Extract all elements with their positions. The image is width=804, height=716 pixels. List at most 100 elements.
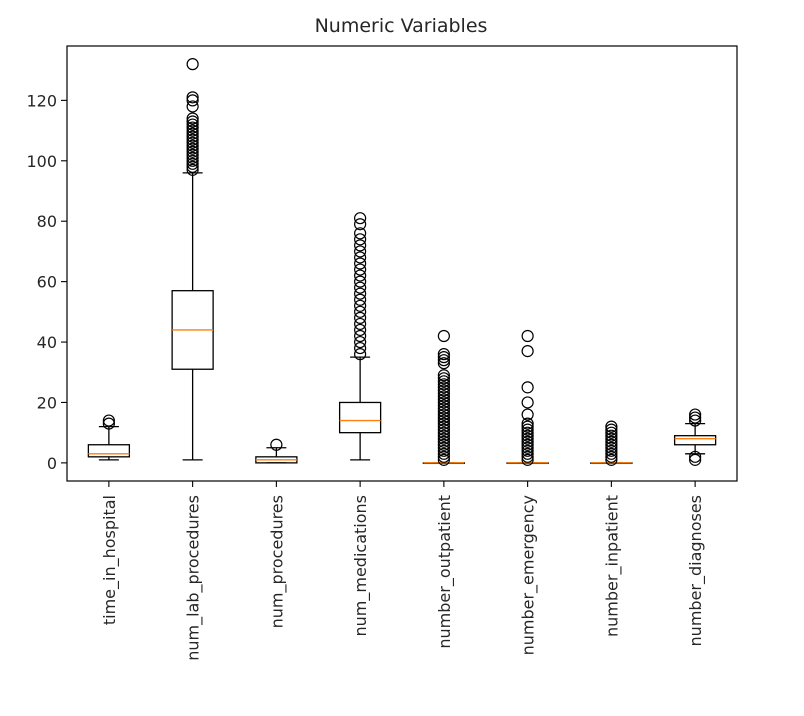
box-group-num-procedures xyxy=(255,438,298,464)
y-tick-label: 40 xyxy=(37,333,57,352)
axes: 0 20 40 60 80 100 120 time_in_hospital num_lab_p… xyxy=(26,45,738,661)
box xyxy=(338,401,382,434)
outlier-point xyxy=(354,299,367,312)
outlier-point xyxy=(437,348,450,361)
outlier-point xyxy=(186,124,199,137)
outlier-point xyxy=(605,447,618,460)
outlier-point xyxy=(689,453,702,466)
outlier-point xyxy=(521,426,534,439)
outlier-point xyxy=(102,417,115,430)
outlier-point xyxy=(437,417,450,430)
x-tick-label: number_emergency xyxy=(519,495,539,655)
outlier-point xyxy=(186,148,199,161)
box-group-num-medications xyxy=(338,212,382,461)
y-tick-label: 120 xyxy=(26,91,57,110)
outlier-point xyxy=(437,369,450,382)
box-group-number-diagnoses xyxy=(673,408,717,466)
outlier-point xyxy=(186,58,199,71)
outlier-point xyxy=(437,351,450,364)
outlier-point xyxy=(437,393,450,406)
outlier-point xyxy=(437,444,450,457)
outlier-point xyxy=(437,381,450,394)
outlier-point xyxy=(521,441,534,454)
outlier-point xyxy=(354,275,367,288)
outlier-point xyxy=(437,357,450,370)
outlier-point xyxy=(354,257,367,270)
outlier-point xyxy=(186,118,199,131)
box xyxy=(87,444,131,458)
outlier-point xyxy=(437,396,450,409)
outlier-point xyxy=(437,423,450,436)
x-tick-label: number_inpatient xyxy=(602,495,622,637)
outlier-point xyxy=(186,157,199,170)
outlier-point xyxy=(354,245,367,258)
chart-title: Numeric Variables xyxy=(315,15,488,37)
outlier-point xyxy=(437,402,450,415)
outlier-point xyxy=(354,227,367,240)
outlier-point xyxy=(605,429,618,442)
x-tick-label: time_in_hospital xyxy=(100,495,120,625)
outlier-point xyxy=(354,348,367,361)
outlier-point xyxy=(354,293,367,306)
outlier-point xyxy=(354,317,367,331)
outlier-point xyxy=(437,390,450,403)
y-tick-label: 60 xyxy=(37,273,57,292)
x-tick-label: num_medications xyxy=(351,495,371,636)
outlier-point xyxy=(521,438,534,451)
outlier-point xyxy=(605,426,618,439)
outlier-point xyxy=(186,163,199,176)
y-tick-label: 100 xyxy=(26,152,57,171)
outlier-point xyxy=(521,432,534,445)
outlier-point xyxy=(605,438,618,451)
outlier-point xyxy=(354,239,367,252)
outlier-point xyxy=(354,323,367,337)
outlier-point xyxy=(521,396,534,409)
outlier-point xyxy=(521,453,534,466)
outlier-point xyxy=(521,329,534,343)
plot-frame xyxy=(66,45,738,482)
outlier-point xyxy=(354,233,367,246)
outlier-point xyxy=(437,408,450,421)
outlier-point xyxy=(521,423,534,436)
outlier-point xyxy=(186,154,199,167)
box-group-time-in-hospital xyxy=(87,414,131,461)
outlier-point xyxy=(521,435,534,448)
outlier-point xyxy=(186,130,199,143)
outlier-point xyxy=(437,435,450,448)
outlier-point xyxy=(689,408,702,421)
outlier-point xyxy=(437,387,450,400)
outlier-point xyxy=(605,423,618,436)
outlier-point xyxy=(437,450,450,463)
outlier-point xyxy=(521,444,534,457)
outlier-point xyxy=(437,329,450,343)
outlier-point xyxy=(605,441,618,454)
box-group-number-emergency xyxy=(506,329,549,466)
outlier-point xyxy=(354,263,367,276)
outlier-point xyxy=(437,429,450,442)
outlier-point xyxy=(354,335,367,349)
outlier-point xyxy=(437,378,450,391)
outlier-point xyxy=(605,432,618,445)
outlier-point xyxy=(102,414,115,427)
outlier-point xyxy=(354,212,367,225)
outlier-point xyxy=(521,417,534,430)
y-tick-label: 20 xyxy=(37,393,57,412)
outlier-point xyxy=(186,136,199,149)
outlier-point xyxy=(186,145,199,158)
outlier-point xyxy=(354,287,367,300)
outlier-point xyxy=(186,100,199,113)
outlier-point xyxy=(186,94,199,107)
outlier-point xyxy=(354,329,367,343)
box-group-number-inpatient xyxy=(590,420,633,466)
outlier-point xyxy=(186,112,199,125)
outlier-point xyxy=(437,438,450,451)
outlier-point xyxy=(437,375,450,388)
y-tick-label: 80 xyxy=(37,212,57,231)
plot-area xyxy=(87,58,717,466)
x-tick-label: num_lab_procedures xyxy=(184,495,204,661)
outlier-point xyxy=(437,441,450,454)
outlier-point xyxy=(354,251,367,264)
outlier-point xyxy=(437,399,450,412)
outlier-point xyxy=(521,408,534,421)
outlier-point xyxy=(354,218,367,231)
